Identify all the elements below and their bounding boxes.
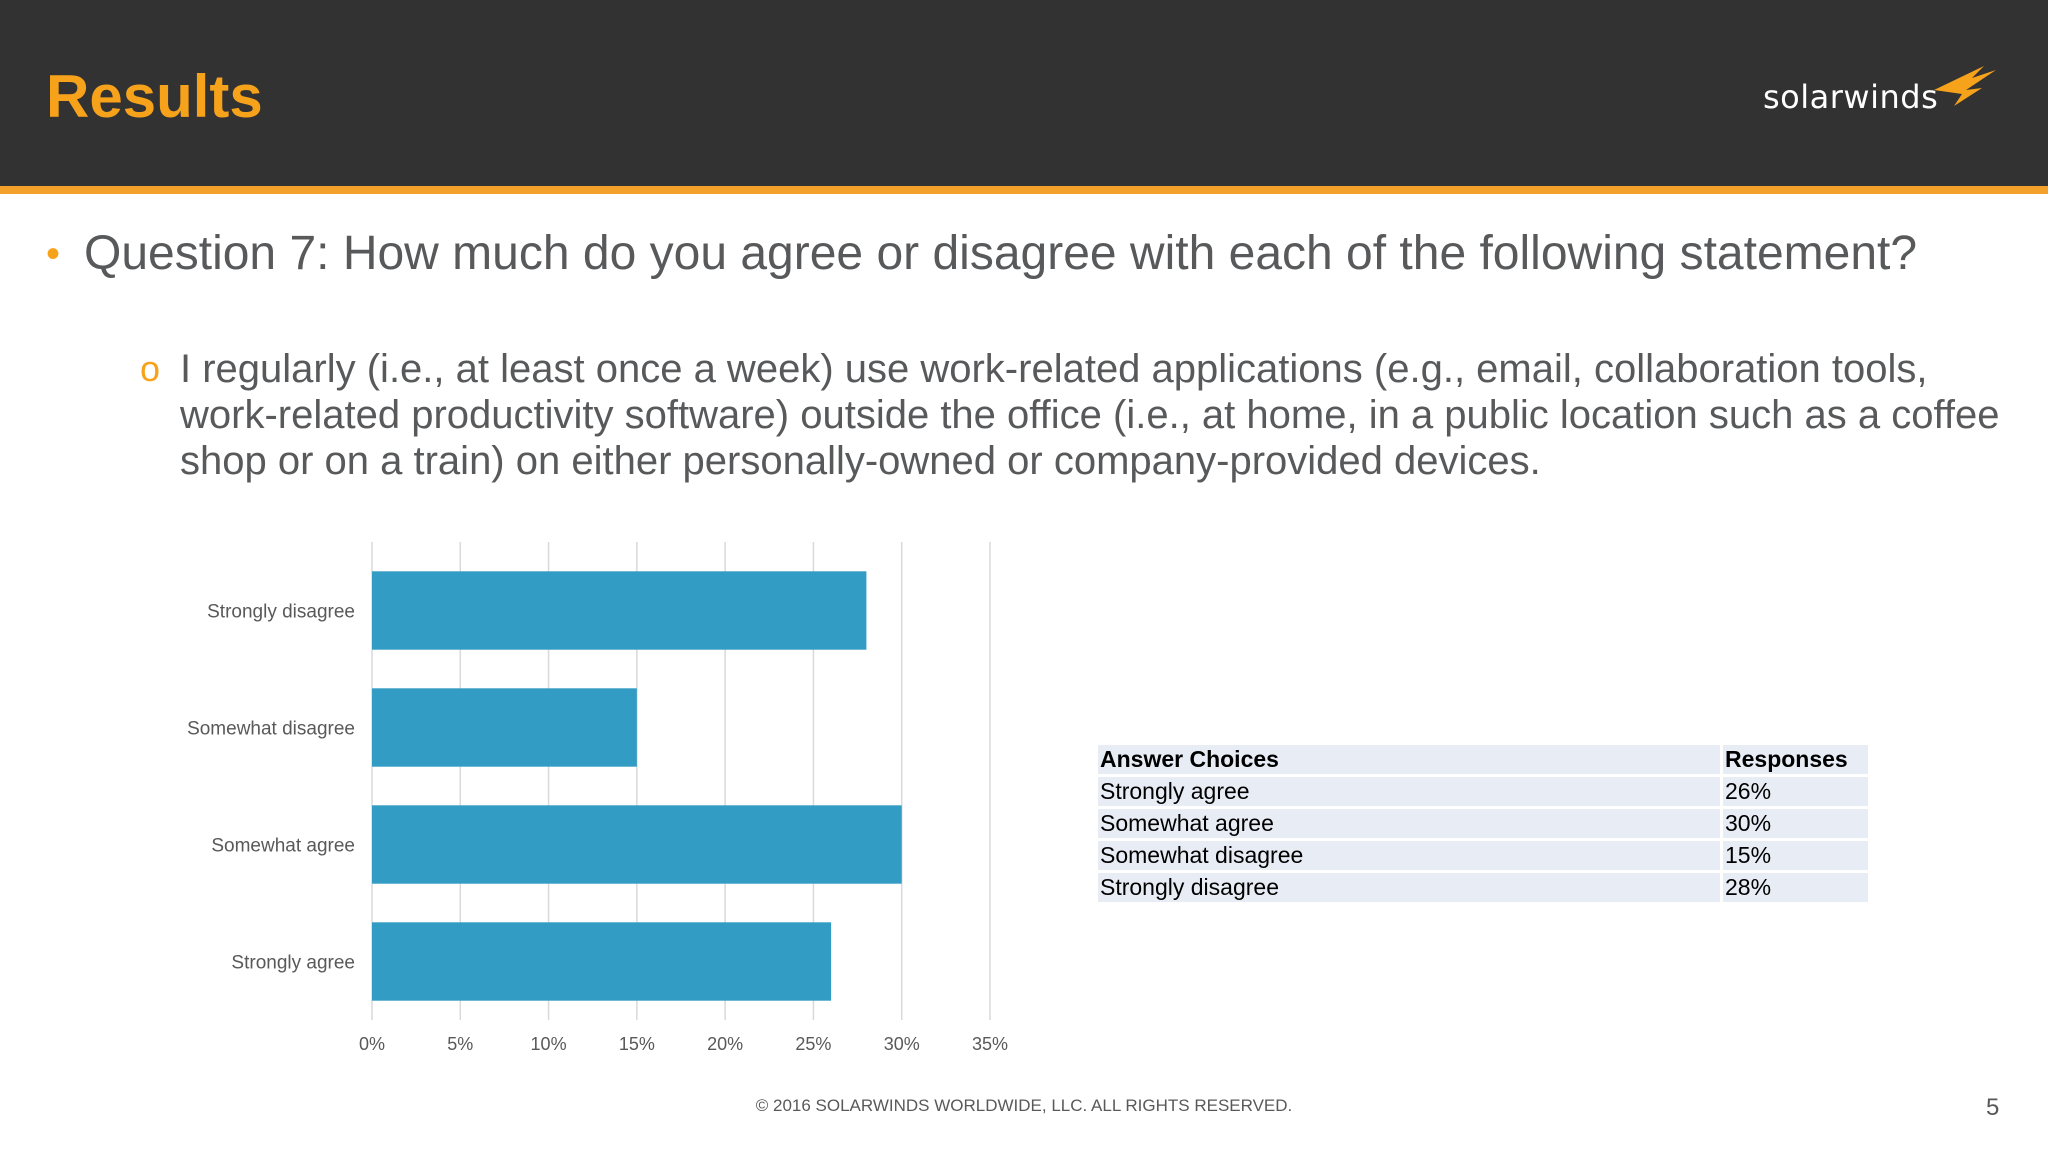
category-label: Strongly agree <box>231 953 355 974</box>
bar <box>372 922 832 1001</box>
solarwinds-logo: solarwinds <box>1755 58 2010 128</box>
table-header-row: Answer Choices Responses <box>1098 745 1871 774</box>
x-tick-label: 25% <box>795 1034 831 1054</box>
responses-table: Answer Choices Responses Strongly agree … <box>1098 742 1871 905</box>
category-label: Somewhat agree <box>211 836 355 857</box>
category-label: Somewhat disagree <box>187 719 355 740</box>
table-row: Strongly disagree 28% <box>1098 873 1871 902</box>
response-cell: 26% <box>1723 777 1871 806</box>
slide-title: Results <box>46 63 263 130</box>
table-row: Strongly agree 26% <box>1098 777 1871 806</box>
bar-chart: 0% 5% 10% 15% 20% 25% 30% 35% Strongly disagree S… <box>187 542 1008 1054</box>
category-label: Strongly disagree <box>207 602 355 623</box>
answer-choice-cell: Strongly disagree <box>1098 873 1723 902</box>
x-tick-label: 10% <box>531 1034 567 1054</box>
flame-logo-icon <box>1934 66 1996 106</box>
x-tick-label: 0% <box>359 1034 385 1054</box>
response-cell: 28% <box>1723 873 1871 902</box>
copyright-footer: © 2016 SOLARWINDS WORLDWIDE, LLC. ALL RI… <box>755 1096 1293 1115</box>
logo-text: solarwinds <box>1763 78 1939 116</box>
response-cell: 30% <box>1723 809 1871 838</box>
x-tick-label: 35% <box>972 1034 1008 1054</box>
bullet-ring-icon: o <box>140 348 161 389</box>
x-tick-label: 20% <box>707 1034 743 1054</box>
header-accent-rule <box>0 186 2048 194</box>
answer-choice-cell: Somewhat disagree <box>1098 841 1723 870</box>
column-header-responses: Responses <box>1723 745 1871 774</box>
question-text: Question 7: How much do you agree or dis… <box>84 227 1918 280</box>
statement-text: I regularly (i.e., at least once a week)… <box>180 347 2000 483</box>
answer-choice-cell: Somewhat agree <box>1098 809 1723 838</box>
x-tick-label: 30% <box>884 1034 920 1054</box>
header-bar <box>0 0 2048 186</box>
bar <box>372 688 637 767</box>
bar <box>372 571 867 650</box>
x-tick-label: 5% <box>447 1034 473 1054</box>
answer-choice-cell: Strongly agree <box>1098 777 1723 806</box>
bullet-dot-icon: • <box>46 232 61 276</box>
column-header-answer-choices: Answer Choices <box>1098 745 1723 774</box>
table-row: Somewhat disagree 15% <box>1098 841 1871 870</box>
x-tick-label: 15% <box>619 1034 655 1054</box>
page-number: 5 <box>1986 1094 2000 1121</box>
response-cell: 15% <box>1723 841 1871 870</box>
table-row: Somewhat agree 30% <box>1098 809 1871 838</box>
bar <box>372 805 902 884</box>
